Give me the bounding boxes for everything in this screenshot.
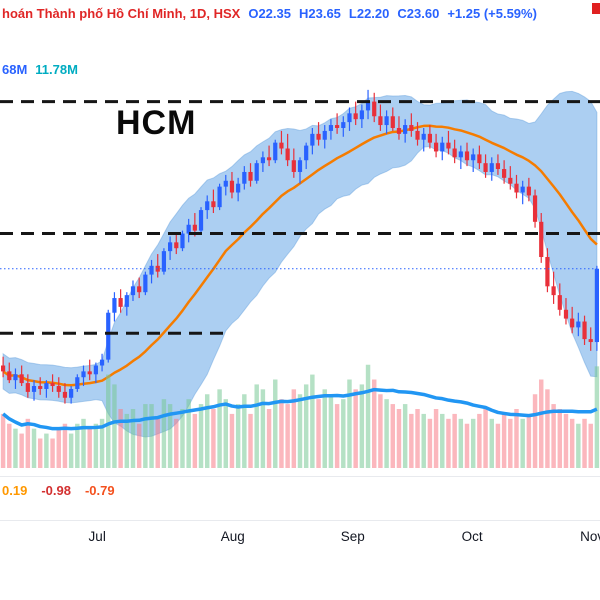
pane-separator <box>0 476 600 477</box>
symbol-title[interactable]: hoán Thành phố Hồ Chí Minh, 1D, HSX <box>2 6 241 21</box>
volume-legend-row: 68M 11.78M <box>2 62 78 77</box>
symbol-legend-row: hoán Thành phố Hồ Chí Minh, 1D, HSX O22.… <box>2 6 537 21</box>
oscillator-legend-row: 0.19 -0.98 -0.79 <box>2 483 115 498</box>
time-axis-separator <box>0 520 600 521</box>
symbol-watermark: HCM <box>116 104 197 142</box>
price-change: +1.25 (+5.59%) <box>447 6 537 21</box>
month-label: Nov <box>580 529 600 544</box>
time-axis[interactable]: Jul Aug Sep Oct Nov <box>0 529 600 547</box>
month-label: Sep <box>340 529 365 544</box>
ohlc-close: C23.60 <box>397 6 440 21</box>
month-label: Oct <box>461 529 483 544</box>
oscillator-value-1: 0.19 <box>2 483 28 498</box>
ohlc-high: H23.65 <box>298 6 341 21</box>
month-label: Aug <box>220 529 245 544</box>
ohlc-open: O22.35 <box>248 6 291 21</box>
oscillator-value-2: -0.98 <box>41 483 71 498</box>
oscillator-value-3: -0.79 <box>84 483 115 498</box>
ohlc-low: L22.20 <box>348 6 390 21</box>
clipped-red-badge <box>592 3 600 14</box>
volume-value: 68M <box>2 62 28 77</box>
month-label: Jul <box>88 529 106 544</box>
volume-ma-value: 11.78M <box>35 62 78 77</box>
